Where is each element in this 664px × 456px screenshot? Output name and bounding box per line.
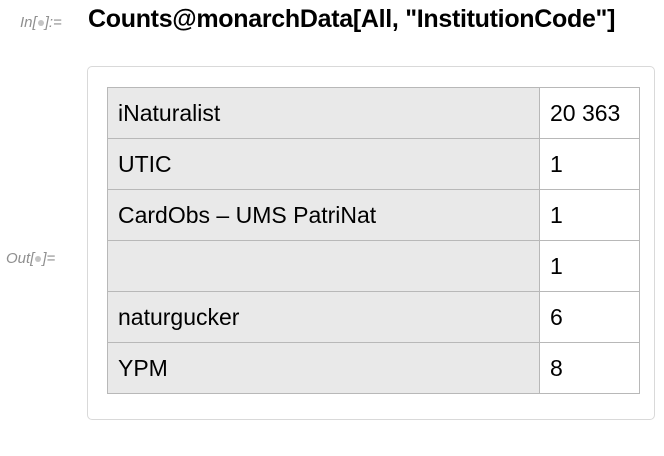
cell-number-placeholder-icon [35,256,42,263]
output-frame: iNaturalist 20 363 UTIC 1 CardObs – UMS … [87,66,655,420]
row-value: 1 [539,138,640,190]
row-value: 8 [539,342,640,394]
row-value: 6 [539,291,640,343]
table-row: iNaturalist 20 363 [107,87,640,139]
row-key: CardObs – UMS PatriNat [107,189,540,241]
table-row: YPM 8 [107,342,640,394]
table-row: 1 [107,240,640,292]
row-key: YPM [107,342,540,394]
row-key: UTIC [107,138,540,190]
row-key: iNaturalist [107,87,540,139]
input-label-suffix: ]:= [44,14,62,31]
association-table: iNaturalist 20 363 UTIC 1 CardObs – UMS … [107,87,640,394]
table-row: CardObs – UMS PatriNat 1 [107,189,640,241]
table-row: UTIC 1 [107,138,640,190]
input-cell-label: In[ ]:= [20,14,62,31]
cell-number-placeholder-icon [37,20,44,27]
input-label-prefix: In[ [20,14,37,31]
row-value: 1 [539,189,640,241]
output-cell-label: Out[ ]= [6,250,55,267]
row-key [107,240,540,292]
row-key: naturgucker [107,291,540,343]
output-label-suffix: ]= [42,250,56,267]
row-value: 1 [539,240,640,292]
input-code[interactable]: Counts@monarchData[All, "InstitutionCode… [88,5,616,33]
table-row: naturgucker 6 [107,291,640,343]
output-label-prefix: Out[ [6,250,35,267]
row-value: 20 363 [539,87,640,139]
